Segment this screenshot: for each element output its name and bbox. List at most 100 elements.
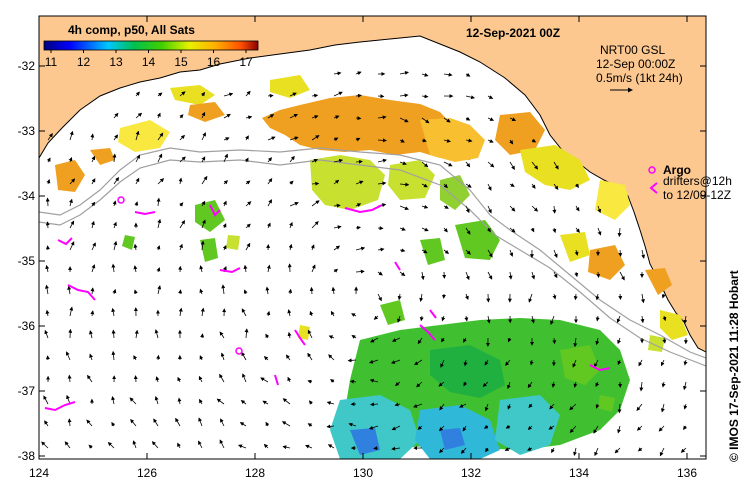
current-vector — [153, 418, 159, 427]
current-vector — [199, 355, 204, 361]
current-vector — [399, 138, 405, 143]
current-vector — [45, 309, 50, 317]
current-vector — [617, 337, 621, 345]
current-vector — [594, 359, 599, 368]
current-vector — [355, 116, 362, 121]
current-vector — [154, 329, 159, 339]
current-vector — [683, 359, 688, 366]
current-vector — [69, 241, 75, 251]
current-vector — [528, 293, 533, 303]
current-vector — [373, 446, 379, 451]
current-vector — [112, 153, 117, 163]
current-vector — [617, 227, 622, 238]
current-vector — [465, 72, 471, 77]
current-vector — [355, 137, 361, 142]
current-vector — [421, 72, 429, 77]
current-vector — [399, 248, 406, 253]
current-vector — [327, 444, 335, 449]
current-vector — [244, 157, 249, 163]
current-vector — [223, 200, 227, 207]
current-vector — [377, 158, 387, 163]
latitude-tick-label: -35 — [18, 254, 36, 268]
current-vector — [439, 403, 445, 411]
current-vector — [595, 293, 600, 301]
current-vector — [413, 403, 423, 408]
current-vector — [287, 309, 292, 317]
current-vector — [90, 310, 95, 317]
current-vector — [69, 130, 74, 141]
current-vector — [509, 183, 515, 187]
current-vector — [438, 381, 445, 387]
current-vector — [507, 403, 512, 410]
current-vector — [87, 374, 93, 383]
current-vector — [508, 271, 513, 280]
current-vector — [549, 403, 555, 410]
colorbar: 4h comp, p50, All Sats 11 12 13 14 15 16 17 — [43, 23, 259, 69]
current-vector — [419, 315, 424, 322]
current-vector — [67, 418, 72, 427]
current-vector — [618, 293, 623, 300]
current-vector — [370, 402, 379, 407]
current-vector — [391, 337, 401, 342]
current-vector — [331, 286, 336, 295]
current-vector — [443, 117, 451, 123]
current-vector — [311, 93, 319, 98]
current-vector — [113, 221, 117, 229]
current-vector — [552, 227, 557, 234]
current-vector — [67, 285, 72, 295]
current-vector — [640, 315, 645, 324]
current-vector — [135, 130, 140, 141]
current-vector — [640, 293, 645, 304]
current-vector — [421, 117, 430, 124]
current-vector — [133, 289, 138, 295]
current-vector — [443, 138, 451, 143]
current-vector — [289, 92, 297, 97]
current-vector — [638, 359, 643, 367]
current-vector — [91, 220, 95, 229]
current-vector — [200, 307, 205, 317]
current-vector — [355, 71, 362, 76]
current-vector — [487, 139, 494, 143]
current-vector — [377, 247, 385, 252]
current-vector — [69, 178, 76, 185]
credit-text: © IMOS 17-Sep-2021 11:28 Hobart — [727, 270, 741, 462]
current-vector — [223, 92, 234, 97]
current-vector — [417, 425, 423, 430]
current-vector — [617, 359, 622, 366]
legend-argo: Argo — [663, 163, 691, 177]
current-vector — [245, 90, 251, 97]
current-vector — [373, 315, 379, 320]
current-vector — [111, 329, 116, 339]
current-vector — [91, 242, 96, 251]
current-vector — [326, 424, 335, 429]
current-vector — [242, 373, 247, 383]
current-vector — [333, 137, 339, 142]
current-vector — [238, 444, 247, 449]
current-vector — [88, 444, 93, 449]
current-vector — [440, 337, 445, 343]
current-info: NRT00 GSL 12-Sep 00:00Z 0.5m/s (1kt 24h) — [596, 43, 683, 93]
current-vector — [66, 394, 71, 405]
current-vector — [157, 218, 162, 229]
current-vector — [333, 158, 344, 163]
longitude-axis: 124 126 128 130 132 134 136 — [29, 16, 697, 480]
current-vector — [223, 137, 230, 141]
current-vector — [421, 138, 427, 143]
current-vector — [574, 249, 579, 256]
current-vector — [399, 161, 407, 165]
current-vector — [198, 440, 203, 449]
current-vector — [597, 205, 602, 214]
current-vector — [43, 395, 49, 405]
plot-frame — [38, 15, 707, 460]
current-vector — [465, 249, 471, 255]
current-vector — [135, 177, 140, 185]
current-vector — [245, 201, 252, 207]
current-vector — [443, 72, 453, 77]
current-vector — [617, 403, 622, 414]
current-vector — [487, 95, 494, 99]
current-vector — [219, 439, 225, 449]
current-vector — [399, 227, 406, 231]
current-vector — [155, 376, 160, 383]
current-vector — [333, 225, 342, 230]
current-vector — [551, 447, 555, 454]
